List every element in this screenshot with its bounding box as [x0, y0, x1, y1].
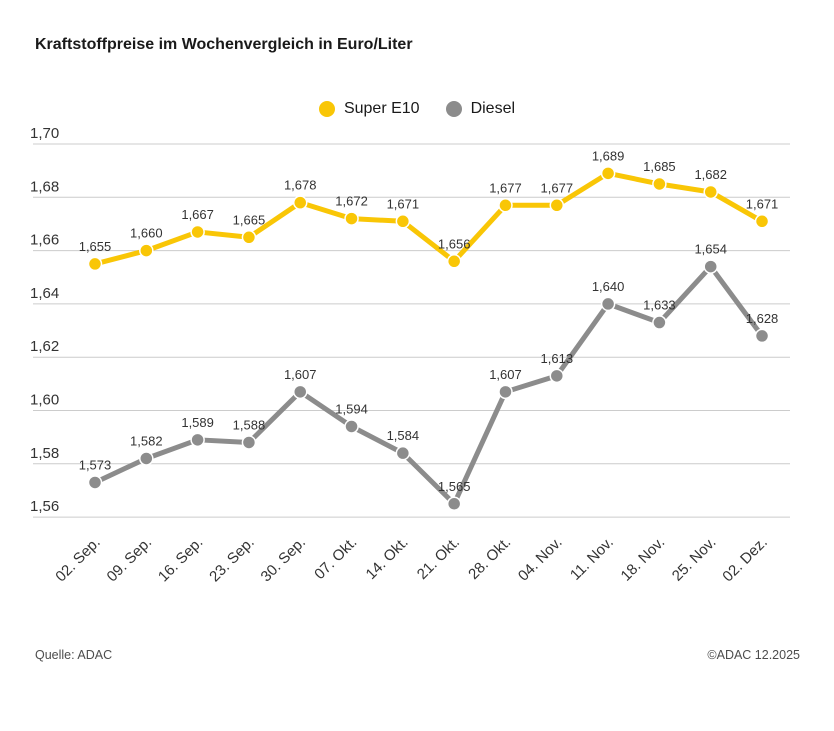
x-tick-label: 16. Sep.	[155, 534, 207, 586]
data-point	[241, 435, 257, 450]
data-point-label: 1,678	[284, 178, 317, 193]
chart-footer: Quelle: ADAC ©ADAC 12.2025	[35, 648, 800, 662]
data-point-label: 1,656	[438, 236, 471, 251]
x-tick-label: 14. Okt.	[363, 534, 412, 583]
data-point-label: 1,677	[541, 180, 574, 195]
data-point-label: 1,633	[643, 298, 676, 313]
legend-label-diesel: Diesel	[470, 100, 516, 117]
y-tick-label: 1,58	[30, 445, 59, 462]
x-tick-label: 04. Nov.	[515, 534, 566, 585]
data-point	[446, 254, 462, 269]
data-point	[600, 296, 616, 312]
data-point-label: 1,672	[335, 194, 368, 209]
data-point	[241, 230, 257, 245]
x-tick-label: 02. Dez.	[719, 534, 771, 586]
data-point	[190, 224, 205, 240]
x-tick-label: 02. Sep.	[52, 534, 104, 586]
x-tick-label: 18. Nov.	[618, 534, 669, 585]
legend-item-diesel: Diesel	[445, 100, 516, 118]
x-tick-label: 11. Nov.	[567, 534, 617, 584]
data-point-label: 1,607	[284, 367, 317, 382]
data-point	[292, 195, 308, 210]
data-point-label: 1,654	[694, 242, 727, 257]
y-tick-label: 1,66	[30, 232, 59, 249]
data-point-label: 1,660	[130, 226, 163, 241]
chart-legend: Super E10 Diesel	[0, 100, 834, 118]
data-point-label: 1,565	[438, 479, 471, 494]
data-point	[703, 259, 718, 274]
data-point	[446, 496, 462, 512]
data-point-label: 1,594	[335, 401, 368, 416]
data-point	[87, 475, 103, 490]
y-tick-label: 1,70	[30, 125, 59, 142]
data-point	[549, 368, 565, 384]
data-point-label: 1,655	[79, 239, 112, 254]
x-tick-label: 21. Okt.	[414, 534, 463, 583]
data-point-label: 1,640	[592, 279, 625, 294]
data-point-label: 1,589	[181, 415, 214, 430]
data-point	[139, 451, 154, 466]
legend-label-super-e10: Super E10	[343, 100, 420, 117]
series-line-super-e10	[92, 170, 765, 267]
data-point	[395, 214, 411, 229]
y-tick-label: 1,56	[30, 498, 59, 515]
data-point-label: 1,685	[643, 159, 676, 174]
y-tick-label: 1,62	[30, 338, 59, 355]
data-point	[498, 198, 513, 213]
data-point-label: 1,613	[541, 351, 574, 366]
data-point-label: 1,628	[746, 311, 779, 326]
super-e10-swatch-icon	[318, 101, 335, 117]
data-point-label: 1,667	[181, 207, 214, 222]
data-point	[344, 419, 359, 434]
line-chart: 1,70 1,68 1,66 1,64 1,62 1,60 1,58 1,56 02. Sep.…	[30, 125, 790, 586]
series-line-diesel	[92, 264, 765, 507]
x-tick-label: 23. Sep.	[206, 534, 258, 586]
x-tick-label: 07. Okt.	[311, 534, 360, 583]
data-point	[703, 184, 718, 200]
data-point	[549, 198, 565, 213]
source-text: Quelle: ADAC	[35, 648, 113, 662]
y-tick-label: 1,68	[30, 178, 59, 195]
data-point	[292, 384, 308, 400]
y-tick-label: 1,64	[30, 285, 59, 302]
data-point-label: 1,671	[387, 196, 420, 211]
x-tick-label: 30. Sep.	[258, 534, 310, 586]
data-point-label: 1,665	[233, 212, 266, 227]
x-tick-label: 09. Sep.	[104, 534, 156, 586]
data-point	[87, 256, 103, 272]
x-tick-label: 25. Nov.	[669, 534, 720, 585]
data-point-label: 1,588	[233, 417, 266, 432]
data-point-label: 1,573	[79, 457, 112, 472]
legend-item-super-e10: Super E10	[318, 100, 420, 118]
data-point	[139, 243, 154, 258]
data-point-label: 1,607	[489, 367, 522, 382]
data-point-label: 1,584	[387, 428, 420, 443]
data-point	[395, 445, 411, 461]
data-point	[754, 328, 770, 344]
copyright-text: ©ADAC 12.2025	[707, 648, 800, 662]
data-point-label: 1,671	[746, 196, 779, 211]
data-point-label: 1,682	[694, 167, 727, 182]
data-point-label: 1,582	[130, 433, 163, 448]
x-tick-label: 28. Okt.	[465, 534, 514, 583]
data-point	[652, 176, 667, 192]
data-point	[754, 214, 770, 229]
chart-title: Kraftstoffpreise im Wochenvergleich in E…	[35, 36, 413, 53]
data-point	[344, 211, 359, 226]
data-point	[190, 432, 205, 448]
data-point	[652, 315, 667, 330]
y-tick-label: 1,60	[30, 392, 59, 409]
diesel-swatch-icon	[445, 101, 462, 117]
data-point	[600, 166, 616, 181]
data-point-label: 1,689	[592, 148, 625, 163]
data-point	[498, 384, 513, 400]
data-point-label: 1,677	[489, 180, 522, 195]
